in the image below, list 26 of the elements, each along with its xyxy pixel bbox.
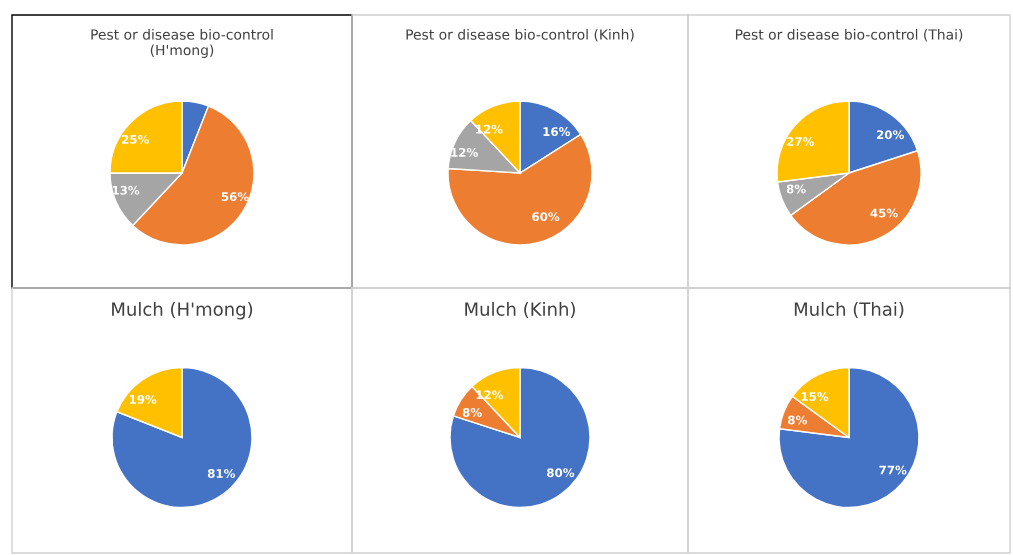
data-label: 8% xyxy=(786,184,806,194)
data-label: 60% xyxy=(532,212,560,222)
data-label: 27% xyxy=(787,137,815,146)
data-label: 8% xyxy=(462,407,482,417)
chart-title: Pest or disease bio-control (Thai) xyxy=(735,29,963,42)
pie-slice xyxy=(111,366,253,509)
data-label: 8% xyxy=(788,415,807,425)
chart-title: Pest or disease bio-control (H'mong) xyxy=(91,29,273,58)
pie-slice xyxy=(449,366,591,509)
data-label: 12% xyxy=(451,147,478,157)
data-label: 20% xyxy=(877,130,904,140)
chart-title: Pest or disease bio-control (Kinh) xyxy=(406,29,634,42)
chart-title: Mulch (Thai) xyxy=(794,302,904,319)
data-label: 77% xyxy=(879,465,907,475)
pie-slice xyxy=(778,366,920,509)
chart-title: Mulch (Kinh) xyxy=(465,302,575,319)
data-label: 15% xyxy=(801,392,829,402)
chart-title: Mulch (H'mong) xyxy=(112,302,253,320)
data-label: 16% xyxy=(543,127,571,137)
data-label: 45% xyxy=(870,208,898,218)
data-label: 13% xyxy=(112,185,140,195)
data-label: 81% xyxy=(207,469,236,478)
data-label: 19% xyxy=(129,394,157,404)
data-label: 56% xyxy=(221,192,249,202)
data-label: 25% xyxy=(122,134,150,144)
data-label: 80% xyxy=(547,468,575,478)
